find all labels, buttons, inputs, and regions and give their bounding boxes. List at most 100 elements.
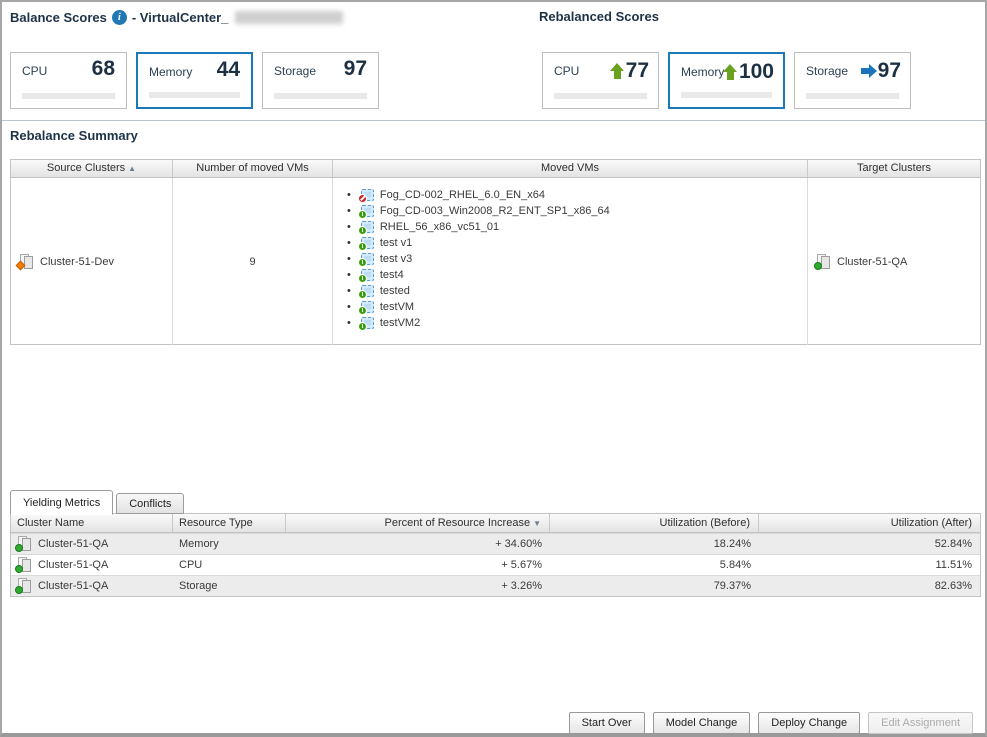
column-header-utilization-before[interactable]: Utilization (Before)	[550, 514, 759, 532]
cluster-name-cell: Cluster-51-QA	[11, 578, 173, 594]
cluster-icon	[15, 578, 33, 594]
card-value-group: 97	[860, 59, 901, 83]
vm-name: testVM2	[379, 317, 421, 329]
yielding-metrics-table: Cluster Name Resource Type Percent of Re…	[10, 513, 981, 597]
column-header-source-clusters[interactable]: Source Clusters ▲	[11, 160, 173, 177]
trend-up-icon	[609, 63, 625, 79]
cluster-name-cell: Cluster-51-QA	[11, 557, 173, 573]
cluster-name: Cluster-51-QA	[38, 580, 109, 592]
vm-power-state-icon	[357, 321, 367, 331]
balance-scores-label: Balance Scores	[10, 10, 107, 25]
vcenter-label: - VirtualCenter_	[131, 10, 229, 25]
column-header-target-clusters[interactable]: Target Clusters	[857, 162, 931, 174]
info-icon[interactable]: i	[111, 10, 127, 25]
card-label: CPU	[554, 64, 580, 78]
vm-name: test v3	[379, 253, 413, 265]
list-item: test4	[347, 267, 807, 283]
metrics-table-header: Cluster Name Resource Type Percent of Re…	[11, 514, 980, 533]
column-header-utilization-after[interactable]: Utilization (After)	[890, 517, 972, 529]
target-cluster-cell: Cluster-51-QA	[808, 178, 980, 345]
utilization-after-cell: 82.63%	[934, 580, 972, 592]
column-header-moved-vms[interactable]: Moved VMs	[333, 160, 808, 177]
card-label: CPU	[22, 64, 48, 78]
cluster-status-ok-icon	[15, 586, 23, 594]
table-row[interactable]: Cluster-51-QA Storage + 3.26% 79.37% 82.…	[11, 575, 980, 596]
vm-icon	[357, 220, 374, 235]
vm-power-state-icon	[357, 289, 367, 299]
balance-card-storage[interactable]: Storage 97	[262, 52, 379, 109]
list-item: testVM2	[347, 315, 807, 331]
card-value-group: 100	[722, 60, 774, 84]
cluster-icon	[15, 557, 33, 573]
vm-icon	[357, 236, 374, 251]
cluster-name: Cluster-51-QA	[38, 538, 109, 550]
vm-icon	[357, 284, 374, 299]
cluster-status-ok-icon	[15, 544, 23, 552]
rebalanced-scores-title: Rebalanced Scores	[539, 9, 659, 24]
column-header-resource-type[interactable]: Resource Type	[173, 514, 286, 532]
vm-name: Fog_CD-003_Win2008_R2_ENT_SP1_x86_64	[379, 205, 610, 217]
cluster-icon	[15, 253, 35, 270]
rebalance-summary-table: Source Clusters ▲ Number of moved VMs Mov…	[10, 159, 981, 345]
list-item: Fog_CD-002_RHEL_6.0_EN_x64	[347, 187, 807, 203]
vm-name: RHEL_56_x86_vc51_01	[379, 221, 500, 233]
tab-yielding-metrics[interactable]: Yielding Metrics	[10, 490, 114, 515]
utilization-before-cell: 79.37%	[713, 580, 751, 592]
list-item: tested	[347, 283, 807, 299]
vm-power-state-icon	[357, 305, 367, 315]
column-label: Source Clusters	[46, 162, 126, 174]
card-label: Memory	[681, 65, 725, 79]
rebalance-summary-title: Rebalance Summary	[10, 128, 138, 143]
cluster-icon	[814, 253, 832, 270]
rebalanced-card-storage[interactable]: Storage 97	[794, 52, 911, 109]
score-bar	[554, 93, 647, 99]
column-header-moved-vm-count[interactable]: Number of moved VMs	[173, 160, 333, 177]
tab-conflicts[interactable]: Conflicts	[116, 493, 185, 514]
cluster-status-ok-icon	[814, 261, 822, 270]
cluster-status-ok-icon	[15, 565, 23, 573]
vm-icon	[357, 268, 374, 283]
card-value: 44	[216, 58, 240, 81]
balance-card-memory[interactable]: Memory 44	[136, 52, 253, 109]
table-row[interactable]: Cluster-51-QA CPU + 5.67% 5.84% 11.51%	[11, 554, 980, 575]
moved-vms-cell: Fog_CD-002_RHEL_6.0_EN_x64 Fog_CD-003_Wi…	[333, 178, 808, 345]
start-over-button[interactable]: Start Over	[568, 712, 645, 734]
target-cluster-name: Cluster-51-QA	[837, 255, 908, 268]
utilization-before-cell: 5.84%	[719, 559, 751, 571]
table-row[interactable]: Cluster-51-QA Memory + 34.60% 18.24% 52.…	[11, 533, 980, 554]
trend-right-icon	[860, 63, 877, 79]
vm-power-state-icon	[357, 209, 367, 219]
moved-vm-count-cell: 9	[173, 178, 333, 345]
vm-icon	[357, 252, 374, 267]
vm-power-state-icon	[357, 193, 367, 203]
card-value-group: 77	[609, 59, 649, 83]
titlebar: Balance Scores i - VirtualCenter_ Rebala…	[10, 9, 977, 29]
card-value: 68	[91, 57, 115, 80]
vm-icon	[357, 300, 374, 315]
source-cluster-cell: Cluster-51-Dev	[11, 178, 173, 345]
edit-assignment-button[interactable]: Edit Assignment	[868, 712, 973, 734]
column-header-percent-increase[interactable]: Percent of Resource Increase ▼	[286, 514, 550, 532]
list-item: Fog_CD-003_Win2008_R2_ENT_SP1_x86_64	[347, 203, 807, 219]
vm-icon	[357, 316, 374, 331]
utilization-before-cell: 18.24%	[713, 538, 751, 550]
score-bar	[806, 93, 899, 99]
utilization-after-cell: 11.51%	[935, 559, 973, 571]
list-item: test v1	[347, 235, 807, 251]
sort-asc-icon: ▲	[128, 164, 137, 173]
rebalanced-card-memory[interactable]: Memory 100	[668, 52, 785, 109]
column-header-cluster-name[interactable]: Cluster Name	[11, 514, 173, 532]
balance-card-cpu[interactable]: CPU 68	[10, 52, 127, 109]
rebalanced-score-cards: CPU 77 Memory 100 Storage 97	[542, 52, 911, 109]
vm-power-state-icon	[357, 225, 367, 235]
rebalanced-card-cpu[interactable]: CPU 77	[542, 52, 659, 109]
card-value: 97	[343, 57, 367, 80]
summary-table-header: Source Clusters ▲ Number of moved VMs Mov…	[11, 160, 980, 178]
vm-power-state-icon	[357, 257, 367, 267]
section-divider	[2, 120, 985, 121]
model-change-button[interactable]: Model Change	[652, 712, 751, 734]
metrics-tabs: Yielding Metrics Conflicts	[10, 489, 185, 515]
list-item: RHEL_56_x86_vc51_01	[347, 219, 807, 235]
deploy-change-button[interactable]: Deploy Change	[758, 712, 861, 734]
